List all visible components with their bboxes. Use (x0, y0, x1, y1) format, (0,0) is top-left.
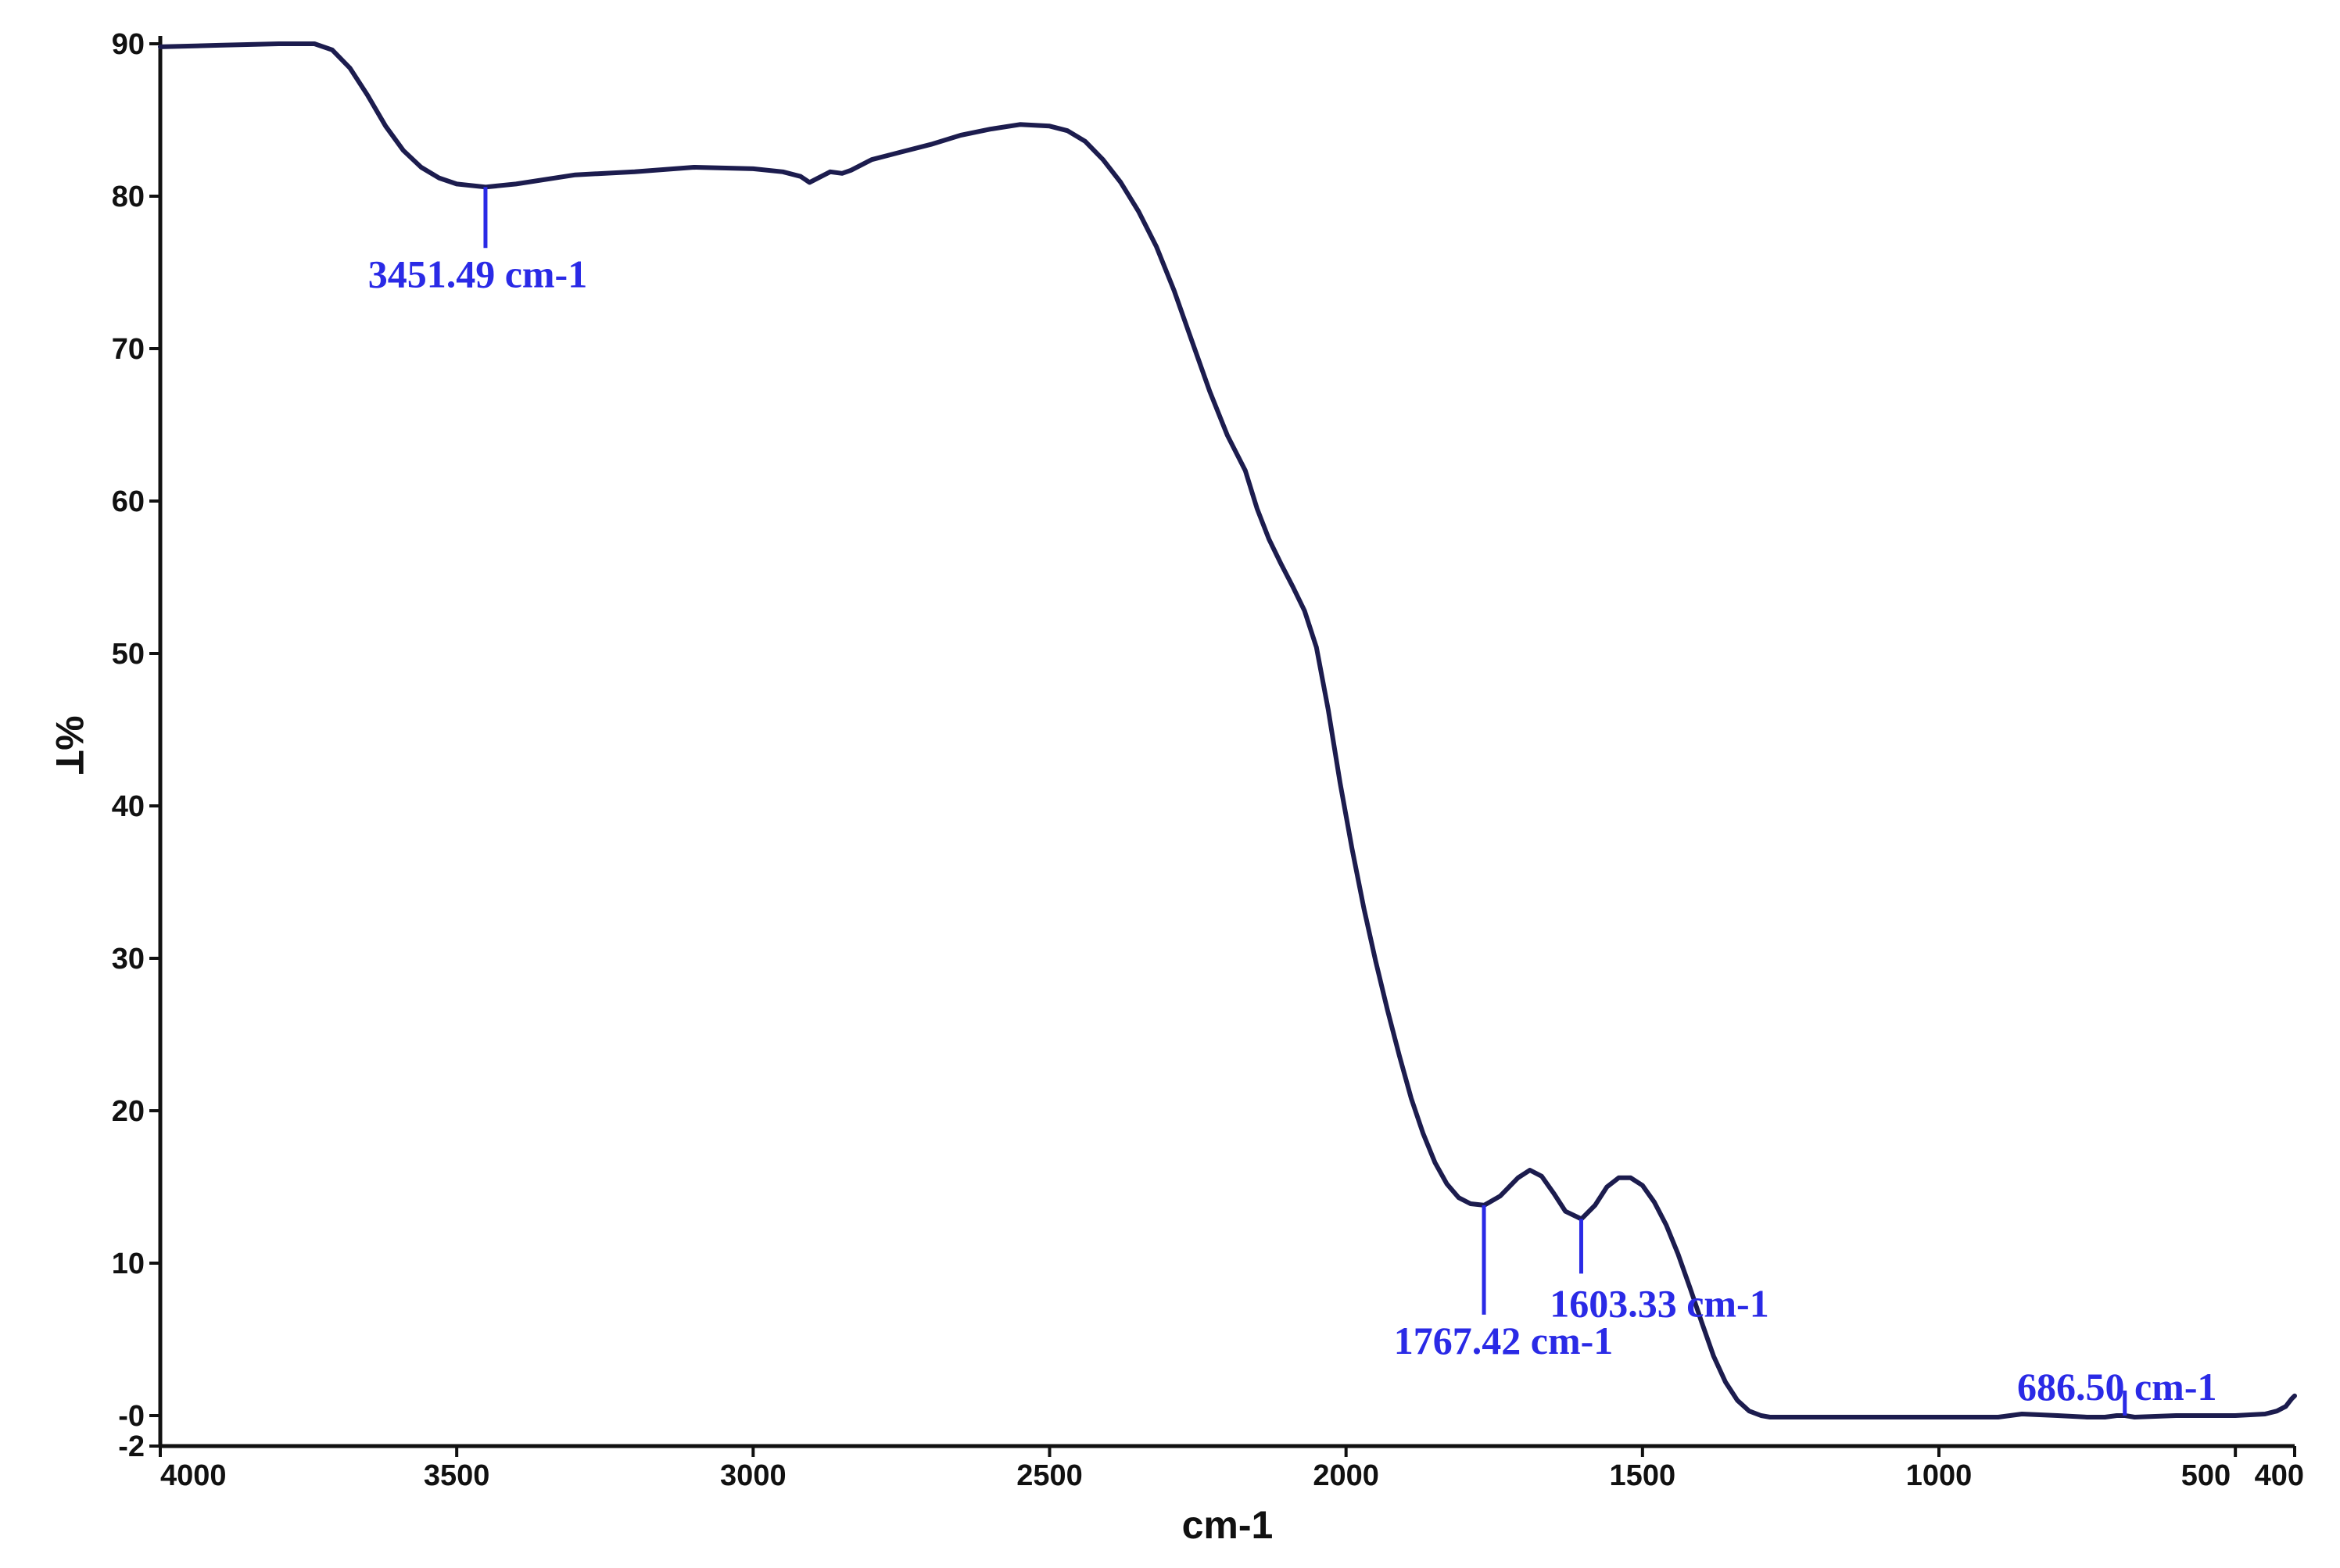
y-tick-label: 90 (112, 28, 145, 61)
y-tick-label: 10 (112, 1248, 145, 1280)
y-tick-label: 20 (112, 1095, 145, 1128)
x-tick-label: 2000 (1313, 1459, 1379, 1492)
y-tick-label: 70 (112, 333, 145, 366)
x-tick-label: 3000 (720, 1459, 787, 1492)
y-tick-label: -2 (118, 1430, 145, 1463)
y-tick-label: 40 (112, 790, 145, 823)
spectrum-line (158, 41, 2297, 1419)
x-axis-title: cm-1 (1182, 1503, 1274, 1547)
y-tick-label: 60 (112, 485, 145, 518)
y-tick-label: 50 (112, 638, 145, 671)
x-tick-label: 2500 (1016, 1459, 1083, 1492)
x-tick-label: 1000 (1906, 1459, 1973, 1492)
peak-label: 686.50 cm-1 (2017, 1365, 2217, 1409)
x-axis-ticks: 4000 3500 3000 2500 2000 1500 1000 500 400 (159, 1446, 2304, 1492)
y-tick-label: -0 (118, 1400, 145, 1433)
x-tick-label: 4000 (160, 1459, 227, 1492)
peak-label: 1767.42 cm-1 (1394, 1319, 1614, 1362)
peak-label: 1603.33 cm-1 (1550, 1281, 1769, 1325)
x-tick-label: 500 (2181, 1459, 2231, 1492)
y-tick-label: 30 (112, 943, 145, 976)
y-axis-title: %T (48, 716, 91, 775)
peak-label: 3451.49 cm-1 (368, 252, 588, 295)
x-tick-label: 1500 (1610, 1459, 1676, 1492)
axes (158, 36, 2295, 1448)
y-tick-label: 80 (112, 181, 145, 213)
y-axis-ticks: 90 80 70 60 50 40 30 20 10 -0-2 (112, 28, 160, 1463)
x-tick-label: 3500 (424, 1459, 490, 1492)
x-tick-label: 400 (2255, 1459, 2304, 1492)
